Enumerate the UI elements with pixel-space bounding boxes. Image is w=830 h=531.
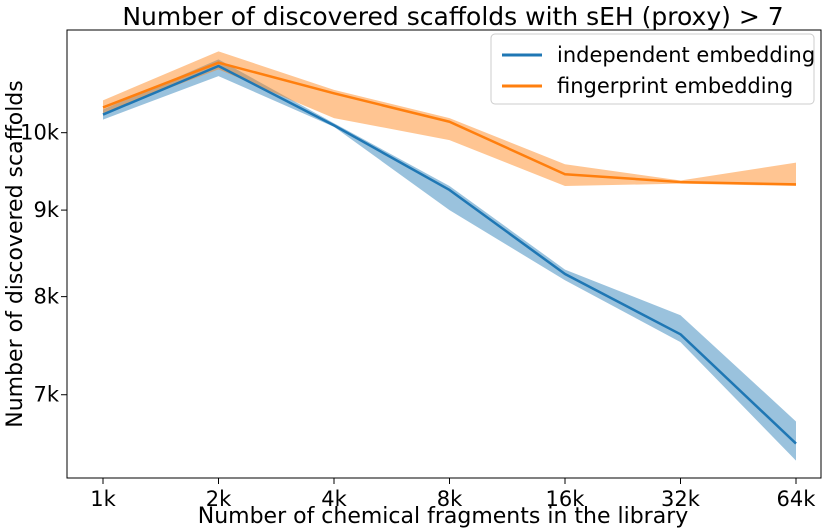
chart-title: Number of discovered scaffolds with sEH … (122, 2, 783, 31)
x-tick-label: 64k (777, 487, 817, 511)
x-tick-label: 8k (437, 487, 463, 511)
y-tick-label: 7k (33, 383, 59, 407)
error-bands (103, 51, 796, 461)
y-tick-label: 9k (33, 198, 59, 222)
series-lines (102, 61, 797, 445)
y-tick-label: 8k (33, 285, 59, 309)
x-tick-label: 1k (90, 487, 116, 511)
legend-label-fingerprint: fingerprint embedding (557, 74, 793, 98)
legend-box (490, 33, 815, 105)
plot-area (66, 29, 822, 479)
band-fingerprint (103, 51, 796, 187)
x-axis-label: Number of chemical fragments in the libr… (198, 504, 689, 529)
x-axis-ticks: 1k 2k 4k 8k 16k 32k 64k (90, 478, 816, 511)
y-tick-label: 10k (20, 121, 60, 145)
x-tick-label: 2k (206, 487, 232, 511)
x-tick-label: 16k (546, 487, 586, 511)
legend: independent embedding fingerprint embedd… (490, 33, 815, 105)
y-axis-label: Number of discovered scaffolds (3, 80, 28, 427)
y-axis-ticks: 7k 8k 9k 10k (20, 121, 67, 407)
x-tick-label: 32k (661, 487, 701, 511)
legend-label-independent: independent embedding (557, 43, 815, 67)
x-tick-label: 4k (321, 487, 347, 511)
